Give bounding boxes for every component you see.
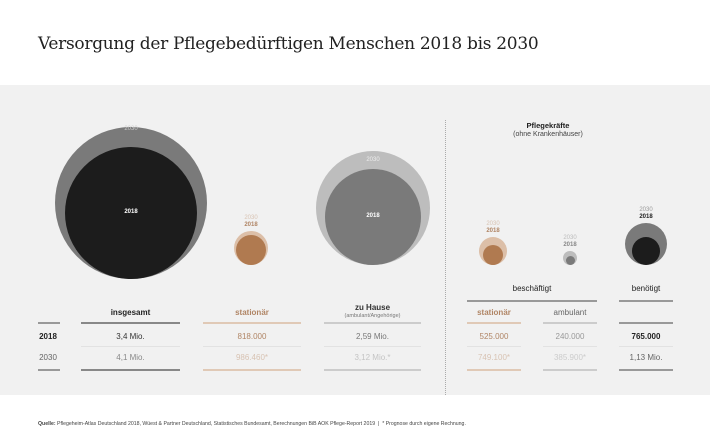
label-2018: 2018 (639, 214, 653, 220)
header-line (467, 322, 521, 324)
column-subheader: (ambulant/Angehörige) (344, 313, 401, 319)
footer-line (324, 369, 421, 371)
source-text: Pflegeheim-Atlas Deutschland 2018, Wüest… (57, 421, 376, 427)
value-2018: 818.000 (237, 332, 267, 341)
row-separator (467, 346, 521, 347)
row-line (38, 369, 60, 371)
value-2030: 986.460* (235, 353, 269, 362)
column-header: insgesamt (110, 308, 151, 317)
header-line (543, 322, 597, 324)
header-line (324, 322, 421, 324)
footer-line (467, 369, 521, 371)
label-2018: 2018 (366, 213, 380, 219)
group-benoetigt: benötigt (631, 284, 661, 293)
value-2030: 3,12 Mio.* (354, 353, 391, 362)
source-label: Quelle: (38, 421, 56, 427)
row-separator (81, 346, 180, 347)
value-2030: 749.100* (477, 353, 511, 362)
row-separator (324, 346, 421, 347)
row-separator (543, 346, 597, 347)
footnote: * Prognose durch eigene Rechnung. (382, 421, 466, 427)
header-line (619, 322, 673, 324)
label-2018: 2018 (486, 228, 500, 234)
value-2030: 1,13 Mio. (629, 353, 663, 362)
row-separator (203, 346, 301, 347)
value-2018: 3,4 Mio. (116, 332, 145, 341)
row-separator (619, 346, 673, 347)
column-header: ambulant (553, 308, 587, 317)
value-2018: 765.000 (631, 332, 661, 341)
value-2030: 4,1 Mio. (116, 353, 145, 362)
header-line (81, 322, 180, 324)
value-2018: 240.000 (555, 332, 585, 341)
column-header: zu Hause (354, 303, 391, 312)
label-2018: 2018 (124, 209, 138, 215)
value-2030: 385.900* (553, 353, 587, 362)
label-2030: 2030 (366, 157, 380, 163)
value-2018: 2,59 Mio. (356, 332, 389, 341)
bubble-2018 (483, 245, 503, 265)
separator: | (378, 421, 380, 427)
label-2018: 2018 (244, 222, 258, 228)
page-title: Versorgung der Pflegebedürftigen Mensche… (38, 34, 539, 54)
right-heading: Pflegekräfte (526, 121, 570, 130)
header-line (203, 322, 301, 324)
label-2030: 2030 (563, 235, 577, 241)
label-2030: 2030 (124, 126, 138, 132)
bubble-2018 (325, 169, 421, 265)
right-subheading: (ohne Krankenhäuser) (513, 131, 583, 138)
bubble-2018 (236, 235, 266, 265)
group-line (619, 300, 673, 302)
column-header: stationär (477, 308, 511, 317)
footer-line (81, 369, 180, 371)
bubble-2018 (65, 147, 197, 279)
footer: Quelle: Pflegeheim-Atlas Deutschland 201… (38, 421, 466, 427)
row-line (38, 322, 60, 324)
row-year-2030: 2030 (39, 353, 57, 362)
label-2030: 2030 (486, 221, 500, 227)
footer-line (203, 369, 301, 371)
divider (445, 120, 446, 395)
value-2018: 525.000 (479, 332, 509, 341)
label-2030: 2030 (639, 207, 653, 213)
label-2030: 2030 (244, 215, 258, 221)
group-beschaeftigt: beschäftigt (512, 284, 552, 293)
row-year-2018: 2018 (39, 332, 57, 341)
column-header: stationär (235, 308, 269, 317)
bubble-2018 (632, 237, 660, 265)
footer-line (619, 369, 673, 371)
bubble-2018 (565, 256, 575, 265)
footer-line (543, 369, 597, 371)
label-2018: 2018 (563, 242, 577, 248)
group-line (467, 300, 597, 302)
